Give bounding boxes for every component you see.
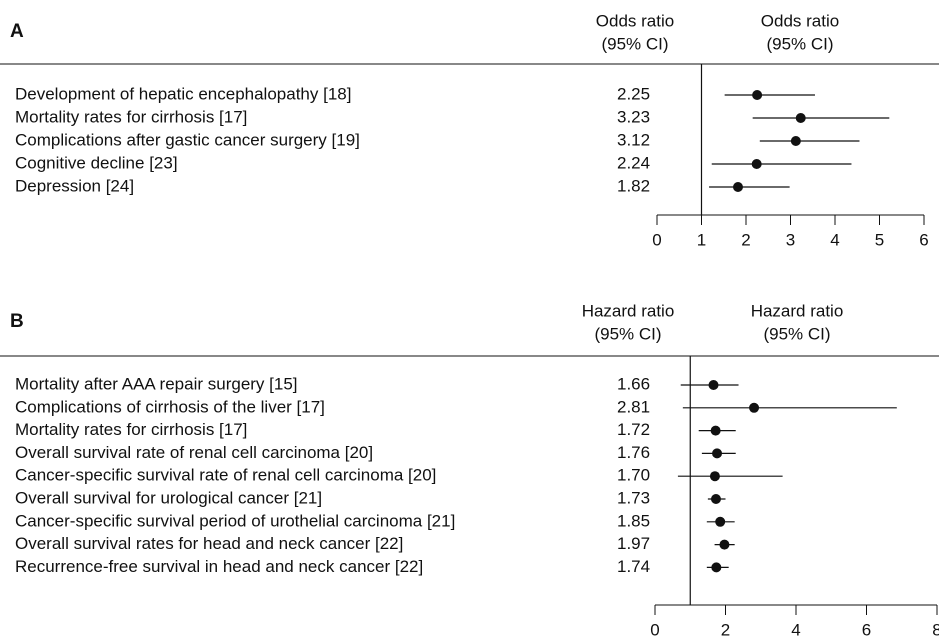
x-tick-label: 1: [697, 230, 706, 249]
column-header: Odds ratio: [596, 11, 674, 30]
column-header: (95% CI): [594, 324, 661, 343]
value-label: 1.85: [617, 511, 650, 530]
column-header: Hazard ratio: [582, 301, 675, 320]
value-label: 1.66: [617, 374, 650, 393]
point-estimate: [710, 425, 721, 436]
x-tick-label: 2: [721, 620, 730, 636]
row-label: Mortality after AAA repair surgery [15]: [15, 374, 298, 393]
point-estimate: [711, 562, 722, 573]
row-label: Overall survival rates for head and neck…: [15, 534, 403, 553]
point-estimate: [795, 113, 806, 123]
value-label: 1.74: [617, 557, 650, 576]
column-header: (95% CI): [601, 34, 668, 53]
point-estimate: [719, 539, 730, 550]
value-label: 1.97: [617, 534, 650, 553]
value-label: 2.24: [617, 153, 650, 172]
point-estimate: [712, 448, 723, 459]
point-estimate: [749, 402, 760, 413]
row-label: Overall survival for urological cancer […: [15, 488, 322, 507]
value-label: 2.25: [617, 84, 650, 103]
row-label: Cancer-specific survival period of uroth…: [15, 511, 455, 530]
value-label: 3.12: [617, 130, 650, 149]
row-label: Depression [24]: [15, 176, 134, 195]
x-tick-label: 0: [652, 230, 661, 249]
x-tick-label: 2: [741, 230, 750, 249]
point-estimate: [708, 380, 719, 390]
point-estimate: [752, 90, 763, 100]
column-header: Hazard ratio: [751, 301, 844, 320]
column-header: (95% CI): [766, 34, 833, 53]
row-label: Complications after gastic cancer surger…: [15, 130, 360, 149]
point-estimate: [710, 494, 721, 504]
point-estimate: [732, 182, 743, 192]
value-label: 3.23: [617, 107, 650, 126]
value-label: 1.70: [617, 466, 650, 485]
row-label: Complications of cirrhosis of the liver …: [15, 397, 325, 416]
x-tick-label: 3: [786, 230, 795, 249]
x-tick-label: 6: [862, 620, 871, 636]
value-label: 1.72: [617, 420, 650, 439]
x-tick-label: 5: [875, 230, 884, 249]
panel-title: A: [10, 21, 24, 42]
x-tick-label: 4: [830, 230, 839, 249]
row-label: Overall survival rate of renal cell carc…: [15, 443, 373, 462]
row-label: Mortality rates for cirrhosis [17]: [15, 420, 247, 439]
panel-title: B: [10, 311, 24, 332]
x-tick-label: 0: [650, 620, 659, 636]
row-label: Development of hepatic encephalopathy [1…: [15, 84, 351, 103]
column-header: Odds ratio: [761, 11, 839, 30]
point-estimate: [751, 159, 762, 169]
value-label: 1.73: [617, 488, 650, 507]
point-estimate: [709, 471, 720, 482]
x-tick-label: 6: [919, 230, 928, 249]
x-tick-label: 8: [932, 620, 939, 636]
row-label: Cancer-specific survival rate of renal c…: [15, 466, 436, 485]
row-label: Recurrence-free survival in head and nec…: [15, 557, 423, 576]
row-label: Mortality rates for cirrhosis [17]: [15, 107, 247, 126]
column-header: (95% CI): [763, 324, 830, 343]
row-label: Cognitive decline [23]: [15, 153, 178, 172]
value-label: 1.82: [617, 176, 650, 195]
point-estimate: [790, 136, 801, 146]
x-tick-label: 4: [791, 620, 800, 636]
value-label: 1.76: [617, 443, 650, 462]
value-label: 2.81: [617, 397, 650, 416]
point-estimate: [715, 516, 726, 527]
